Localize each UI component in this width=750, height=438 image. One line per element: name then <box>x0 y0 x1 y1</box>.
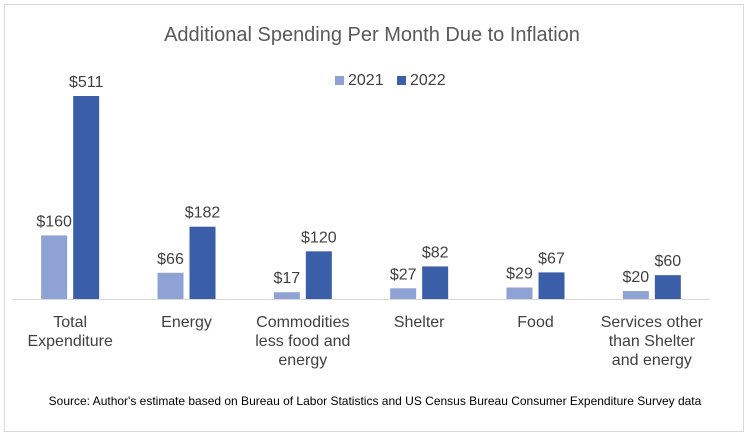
bar-2022-2 <box>305 251 332 299</box>
bar-2022-0 <box>73 96 100 299</box>
legend-label-2022: 2022 <box>410 72 446 89</box>
category-label-2: energy <box>278 352 327 369</box>
category-label-5: than Shelter <box>609 333 696 350</box>
data-label-2021-1: $66 <box>157 251 184 268</box>
category-labels: Total Expenditure Energy Commodities less fo… <box>27 314 703 369</box>
category-label-2: Commodities <box>256 314 349 331</box>
legend-swatch-2021 <box>335 76 344 85</box>
bar-2022-5 <box>654 275 681 299</box>
bar-2021-0 <box>41 235 68 299</box>
category-label-0: Total <box>53 314 87 331</box>
chart-frame <box>4 4 744 432</box>
category-label-5: and energy <box>612 352 692 369</box>
legend-label-2021: 2021 <box>348 72 384 89</box>
category-label-3: Shelter <box>394 314 445 331</box>
bar-2022-1 <box>189 226 216 299</box>
data-label-2022-0: $511 <box>69 74 104 91</box>
category-label-0: Expenditure <box>27 333 112 350</box>
category-label-1: Energy <box>161 314 212 331</box>
category-label-2: less food and <box>255 333 350 350</box>
data-label-2022-5: $60 <box>654 253 681 270</box>
data-label-2022-1: $182 <box>185 205 221 222</box>
bar-2021-4 <box>506 287 533 299</box>
chart-title: Additional Spending Per Month Due to Inf… <box>164 24 580 46</box>
data-label-2021-5: $20 <box>622 269 649 286</box>
bar-2022-4 <box>538 272 565 299</box>
data-label-2021-3: $27 <box>390 266 417 283</box>
data-label-2022-3: $82 <box>422 244 449 261</box>
data-label-2021-4: $29 <box>506 265 533 282</box>
data-label-2021-0: $160 <box>36 213 72 230</box>
bar-2021-1 <box>157 272 184 299</box>
legend: 2021 2022 <box>335 72 446 89</box>
data-label-2021-2: $17 <box>273 270 300 287</box>
source-note: Source: Author's estimate based on Burea… <box>48 394 702 408</box>
category-label-5: Services other <box>601 314 704 331</box>
data-label-2022-2: $120 <box>301 229 337 246</box>
bar-2021-5 <box>622 291 649 299</box>
category-label-4: Food <box>517 314 553 331</box>
bar-2022-3 <box>422 266 449 299</box>
bar-2021-2 <box>273 292 300 299</box>
legend-swatch-2022 <box>397 76 406 85</box>
data-label-2022-4: $67 <box>538 250 565 267</box>
bar-2021-3 <box>390 288 417 299</box>
bars-group: $160 $511 $66 $182 $17 $120 $27 $82 $29 $67 $20 $60 <box>36 74 681 299</box>
